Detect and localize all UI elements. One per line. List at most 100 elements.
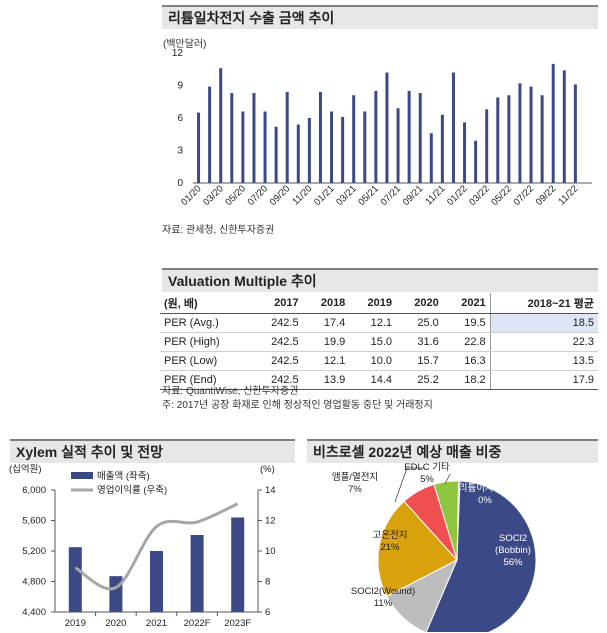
left-y-tick-label: 4,800 xyxy=(22,577,46,588)
table-note: 주: 2017년 공장 화재로 인해 정상적인 영업활동 중단 및 거래정지 xyxy=(162,400,433,411)
table-header-cell: 2018~21 평균 xyxy=(489,293,598,314)
bar xyxy=(540,95,544,183)
x-tick-label: 2023F xyxy=(224,618,251,629)
leader-line xyxy=(459,485,466,497)
revenue-bar xyxy=(190,534,204,612)
y-tick-label: 12 xyxy=(172,48,184,59)
bar xyxy=(197,112,201,183)
x-tick-label: 2019 xyxy=(65,618,86,629)
revenue-bar xyxy=(150,551,163,612)
x-tick-label: 05/22 xyxy=(489,183,514,208)
chart3-title: Xylem 실적 추이 및 전망 xyxy=(10,439,295,463)
left-y-tick-label: 4,400 xyxy=(22,607,46,618)
bar xyxy=(518,83,522,183)
table-header-cell: (원, 배) xyxy=(160,293,252,314)
pie-slice xyxy=(377,500,458,597)
export-bar-chart: 03691201/2003/2005/2007/2009/2011/2001/2… xyxy=(172,48,592,208)
bar xyxy=(241,111,245,183)
right-y-tick-label: 6 xyxy=(265,607,270,618)
table-header-cell: 2017 xyxy=(251,293,303,314)
right-axis-unit: (%) xyxy=(260,464,275,475)
bar xyxy=(529,86,533,183)
pie-label: SOCl2(Wound) 11% xyxy=(351,586,415,609)
bar xyxy=(396,108,400,183)
table-cell: PER (Avg.) xyxy=(160,313,252,333)
table-cell: PER (Low) xyxy=(160,351,252,371)
x-tick-label: 03/20 xyxy=(201,183,226,208)
y-tick-label: 6 xyxy=(177,113,183,124)
bar xyxy=(363,111,367,183)
bar xyxy=(418,93,422,183)
chart1-title: 리튬일차전지 수출 금액 추이 xyxy=(162,5,598,29)
legend-label-revenue: 매출액 (좌축) xyxy=(97,470,150,482)
xylem-combo-chart: (십억원) (%) 4,400 4,800 5,200 5,600 6,000 6 8 10 12 1… xyxy=(9,463,276,629)
pie-label: EDLC 기타 5% xyxy=(404,462,450,485)
sales-mix-pie-chart: 리튬이차전지 0% SOCl2 (Bobbin) 56% SOCl2(Wound) 11% 고… xyxy=(332,462,537,632)
table-cell: 31.6 xyxy=(396,332,443,352)
right-y-tick-label: 8 xyxy=(265,577,270,588)
x-tick-label: 03/21 xyxy=(334,183,359,208)
left-y-tick-label: 5,200 xyxy=(22,546,46,557)
table-source: 자료: QuantiWise, 신한투자증권 xyxy=(162,386,299,397)
bar xyxy=(219,68,223,183)
bar xyxy=(230,93,234,183)
x-tick-label: 01/21 xyxy=(312,183,337,208)
y-tick-label: 0 xyxy=(177,178,183,189)
y-tick-label: 9 xyxy=(177,81,183,92)
table-cell: 12.1 xyxy=(302,351,350,371)
table-cell: 19.5 xyxy=(442,313,491,333)
table-cell: 18.2 xyxy=(442,370,491,390)
right-y-tick-label: 12 xyxy=(265,516,276,527)
bar xyxy=(263,111,267,183)
chart4-title: 비츠로셀 2022년 예상 매출 비중 xyxy=(307,439,598,463)
y-tick-label: 3 xyxy=(177,146,183,157)
pie-slice xyxy=(425,480,537,632)
x-tick-label: 11/20 xyxy=(290,183,314,207)
valuation-table: (원, 배) 2017 2018 2019 2020 2021 2018~21 평균 PER… xyxy=(160,293,598,390)
bar xyxy=(307,118,311,183)
revenue-bar xyxy=(109,576,123,612)
x-tick-label: 07/21 xyxy=(379,183,404,208)
chart1-source: 자료: 관세청, 신한투자증권 xyxy=(162,225,275,236)
table-cell: PER (End) xyxy=(160,370,252,390)
bar xyxy=(330,111,334,183)
x-tick-label: 11/21 xyxy=(423,183,447,207)
table-row: PER (End) 242.5 13.9 14.4 25.2 18.2 17.9 xyxy=(160,370,598,390)
table-header-cell: 2020 xyxy=(396,293,443,314)
table-header-cell: 2019 xyxy=(349,293,397,314)
bar xyxy=(485,109,489,183)
leader-line xyxy=(444,473,451,485)
bar xyxy=(463,122,467,183)
table-title: Valuation Multiple 추이 xyxy=(162,268,598,292)
bar xyxy=(296,124,300,183)
bar xyxy=(318,92,322,183)
bar xyxy=(440,114,444,183)
left-axis-unit: (십억원) xyxy=(9,463,42,475)
bar xyxy=(451,72,455,183)
table-cell: 242.5 xyxy=(251,370,303,390)
bar xyxy=(285,92,289,183)
table-cell: 16.3 xyxy=(442,351,491,371)
x-tick-label: 09/20 xyxy=(268,183,293,208)
table-cell: 15.7 xyxy=(396,351,443,371)
revenue-bar xyxy=(68,547,82,612)
x-tick-label: 09/22 xyxy=(534,183,559,208)
table-row: PER (High) 242.5 19.9 15.0 31.6 22.8 22.3 xyxy=(160,332,598,352)
right-y-tick-label: 14 xyxy=(265,485,276,496)
bar xyxy=(562,70,566,183)
bar xyxy=(208,86,212,183)
table-cell: 242.5 xyxy=(251,351,303,371)
x-tick-label: 03/22 xyxy=(467,183,492,208)
table-cell: 22.3 xyxy=(489,332,598,352)
table-cell: 25.2 xyxy=(396,370,443,390)
table-cell: PER (High) xyxy=(160,332,252,352)
left-y-tick-label: 6,000 xyxy=(22,485,46,496)
bar xyxy=(573,84,577,183)
x-tick-label: 07/22 xyxy=(512,183,537,208)
revenue-bar xyxy=(231,517,245,612)
x-tick-label: 07/20 xyxy=(246,183,271,208)
table-header-cell: 2018 xyxy=(302,293,350,314)
pie-label: SOCl2 (Bobbin) 56% xyxy=(495,533,531,568)
pie-label: 고온전지 21% xyxy=(373,530,408,553)
table-cell: 17.9 xyxy=(489,370,598,390)
